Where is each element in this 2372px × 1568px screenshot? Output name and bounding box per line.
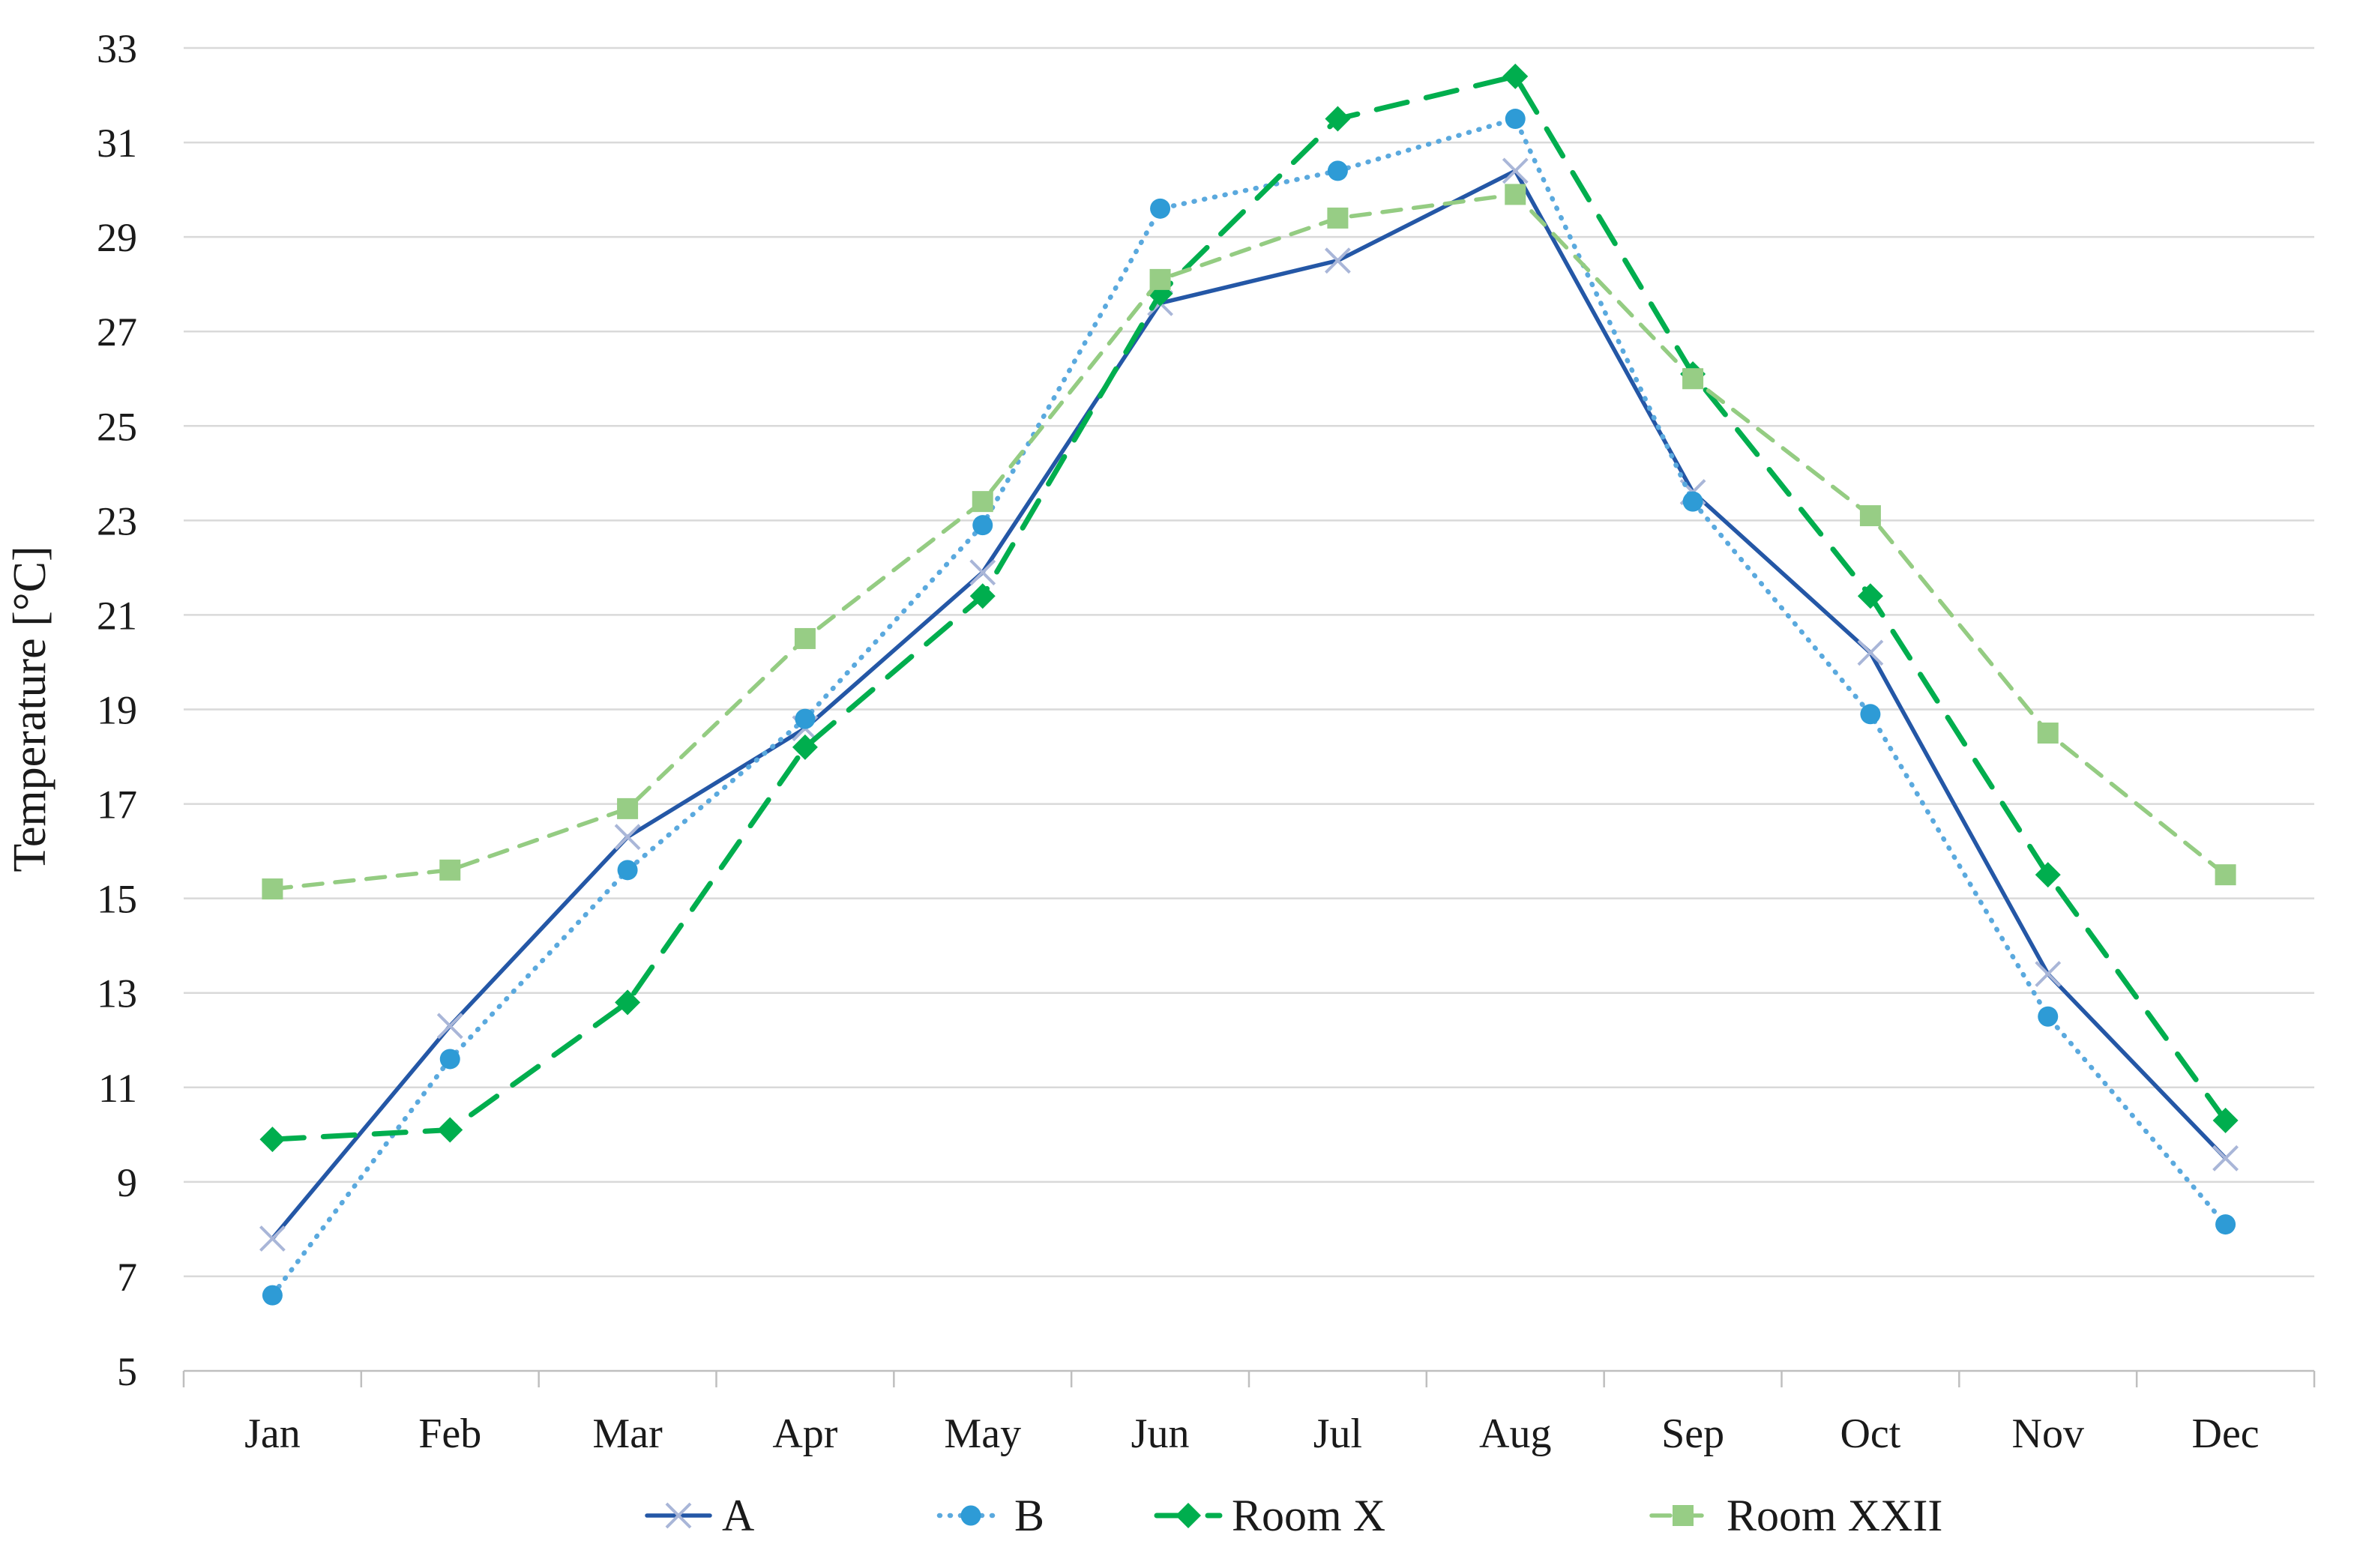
legend-item-room-xxii-marker-square — [1673, 1505, 1694, 1526]
legend-item-b-marker-circle — [960, 1505, 981, 1526]
y-tick-label: 15 — [97, 877, 137, 922]
series-b — [262, 109, 2236, 1306]
y-tick-label: 19 — [97, 688, 137, 733]
y-tick-label: 7 — [117, 1255, 137, 1300]
series-a-marker-x — [2212, 1145, 2239, 1172]
x-tick-label: Apr — [772, 1411, 837, 1457]
x-tick-label: Jan — [244, 1411, 301, 1457]
series-room-x-marker-diamond — [437, 1117, 463, 1143]
x-tick-label: Nov — [2012, 1411, 2084, 1457]
series-room-xxii-marker-square — [1505, 184, 1526, 205]
legend-item-room-x-marker-diamond — [1176, 1503, 1201, 1528]
y-tick-label: 11 — [98, 1066, 137, 1111]
series-room-x-marker-diamond — [792, 734, 818, 760]
series-room-xxii-marker-square — [794, 627, 816, 649]
series-room-x-marker-diamond — [1857, 583, 1883, 609]
series-b-marker-circle — [262, 1285, 283, 1306]
x-tick-label: Dec — [2192, 1411, 2260, 1457]
x-tick-label: Aug — [1479, 1411, 1551, 1457]
x-tick-label: Sep — [1661, 1411, 1724, 1457]
series-b-marker-circle — [2215, 1214, 2236, 1235]
series-b-marker-circle — [2038, 1006, 2059, 1027]
series-b-marker-circle — [1505, 109, 1526, 130]
y-axis-title: Temperature [°C] — [4, 546, 55, 872]
y-tick-label: 29 — [97, 215, 137, 260]
series-room-x-marker-diamond — [615, 989, 641, 1016]
series-a-marker-x — [2035, 961, 2062, 987]
series-room-xxii-marker-square — [1149, 268, 1171, 290]
series-b-marker-circle — [1682, 491, 1703, 512]
y-tick-label: 23 — [97, 498, 137, 543]
y-tick-label: 5 — [117, 1349, 137, 1394]
y-tick-label: 21 — [97, 593, 137, 638]
legend-item-room-xxii-label: Room XXII — [1727, 1491, 1942, 1540]
series-room-xxii-line — [270, 192, 2228, 891]
series-a-marker-x — [1857, 639, 1884, 666]
x-tick-label: Oct — [1840, 1411, 1900, 1457]
y-tick-label: 33 — [97, 26, 137, 71]
legend-group: A B Room X Room XXII — [645, 1491, 1942, 1540]
legend-item-b: B — [936, 1491, 1044, 1540]
series-b-marker-circle — [617, 860, 638, 881]
x-tick-label: Mar — [592, 1411, 663, 1457]
legend-item-b-label: B — [1014, 1491, 1044, 1540]
series-room-xxii-marker-square — [2037, 723, 2059, 744]
y-tick-label: 9 — [117, 1160, 137, 1205]
series-room-x-marker-diamond — [2212, 1107, 2239, 1133]
x-tick-label: May — [944, 1411, 1021, 1457]
series-a-marker-x — [436, 1013, 463, 1040]
y-tick-label: 13 — [97, 971, 137, 1016]
series-b-line — [270, 116, 2228, 1298]
legend-item-a-marker-x — [665, 1502, 692, 1529]
legend-item-room-x-label: Room X — [1232, 1491, 1385, 1540]
series-b-marker-circle — [972, 515, 993, 536]
series-room-x-marker-diamond — [2035, 862, 2061, 888]
series-b-marker-circle — [439, 1049, 460, 1070]
y-tick-label: 31 — [97, 121, 137, 166]
series-room-x — [259, 63, 2239, 1153]
y-tick-labels-group: 5 7 9 11 13 15 17 19 21 23 25 27 29 31 33 — [97, 26, 137, 1394]
series-room-x-line — [269, 73, 2229, 1142]
series-a-marker-x — [259, 1225, 286, 1252]
series-room-x-marker-diamond — [259, 1127, 286, 1153]
series-b-marker-circle — [1327, 160, 1348, 181]
y-tick-label: 27 — [97, 310, 137, 355]
x-tick-labels-group: Jan Feb Mar Apr May Jun Jul Aug Sep Oct Nov Dec — [244, 1411, 2260, 1457]
series-room-xxii-marker-square — [2215, 864, 2236, 886]
y-tick-label: 25 — [97, 404, 137, 449]
series-group — [259, 63, 2239, 1306]
series-a — [259, 157, 2239, 1252]
x-tick-label: Jul — [1313, 1411, 1362, 1457]
legend-item-a: A — [645, 1491, 754, 1540]
series-b-marker-circle — [1150, 198, 1171, 219]
x-tick-label: Feb — [418, 1411, 481, 1457]
series-room-xxii-marker-square — [1682, 368, 1704, 390]
axis-group — [182, 1369, 2316, 1387]
x-tick-label: Jun — [1131, 1411, 1190, 1457]
series-room-xxii-marker-square — [972, 491, 993, 513]
series-a-marker-x — [614, 824, 641, 851]
series-room-xxii-marker-square — [1327, 207, 1349, 229]
series-a-line — [270, 169, 2228, 1241]
legend-item-room-xxii: Room XXII — [1649, 1491, 1942, 1540]
series-room-xxii-marker-square — [1859, 505, 1881, 527]
series-room-x-marker-diamond — [1502, 63, 1529, 89]
series-room-xxii — [262, 184, 2236, 900]
y-tick-label: 17 — [97, 783, 137, 827]
series-room-xxii-marker-square — [262, 878, 283, 900]
series-a-marker-x — [1502, 157, 1529, 184]
series-room-xxii-marker-square — [439, 859, 461, 881]
series-b-marker-circle — [795, 708, 816, 729]
series-b-marker-circle — [1860, 704, 1881, 725]
series-room-xxii-marker-square — [617, 797, 639, 819]
legend-item-room-x: Room X — [1154, 1491, 1385, 1540]
series-a-marker-x — [1325, 247, 1351, 274]
series-a-marker-x — [969, 559, 996, 586]
series-room-x-marker-diamond — [1325, 106, 1351, 132]
legend-item-a-label: A — [722, 1491, 754, 1540]
series-room-x-marker-diamond — [969, 583, 996, 609]
gridlines-group — [184, 46, 2314, 1278]
